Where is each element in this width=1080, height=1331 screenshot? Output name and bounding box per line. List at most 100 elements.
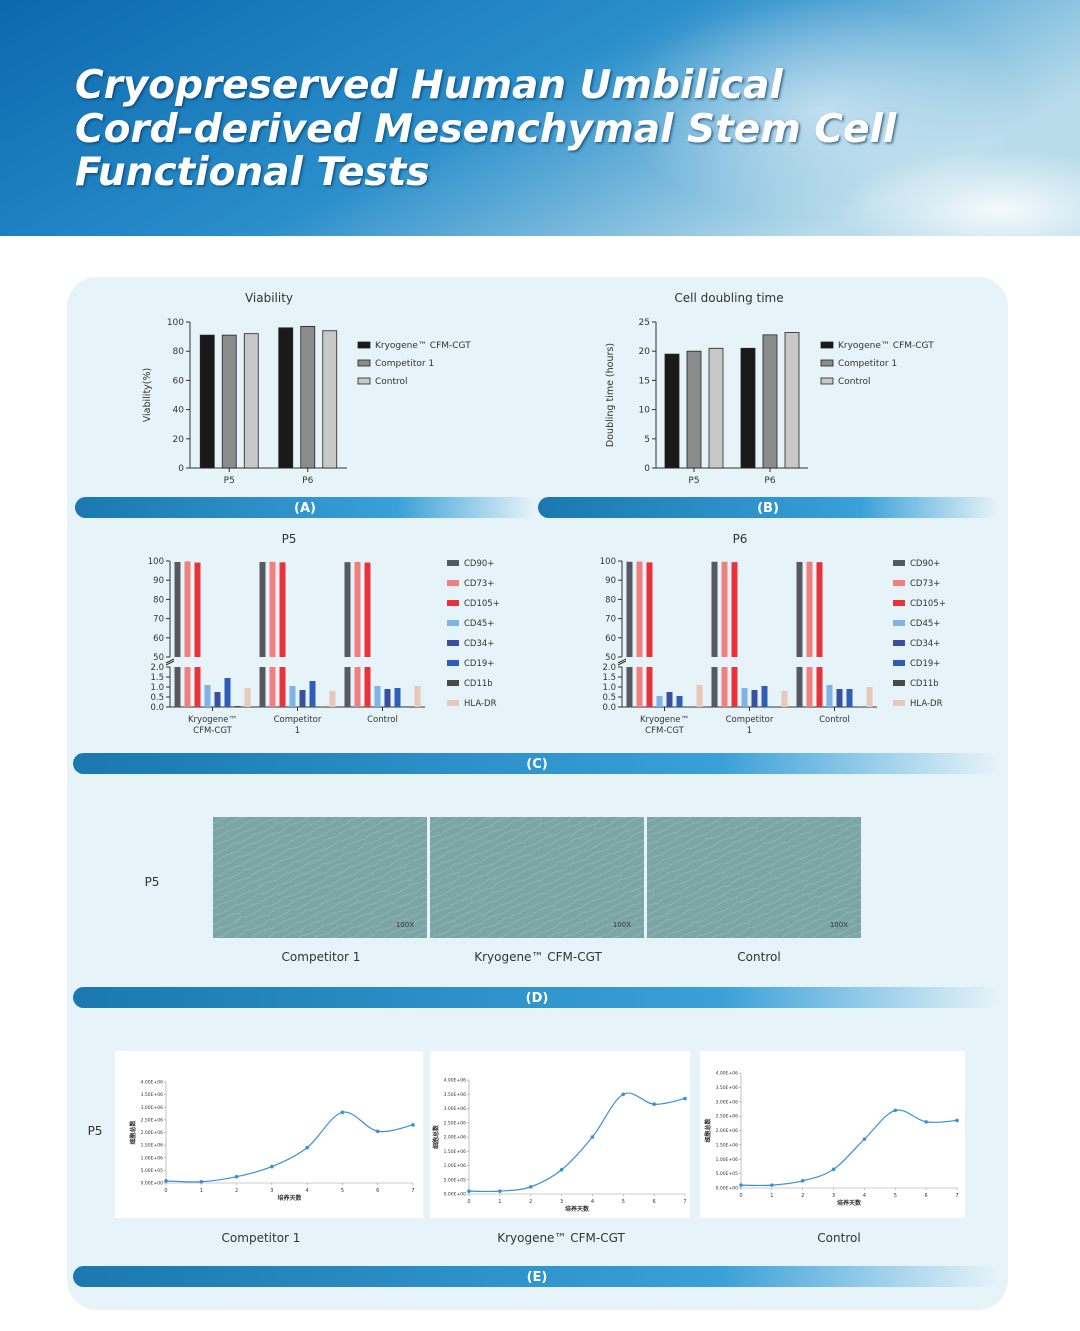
y-tick-label: 100 [600, 557, 616, 567]
y-tick-label: 3.50E+06 [141, 1092, 163, 1098]
x-tick-label: Kryogene™ CFM-CGT [640, 715, 689, 736]
y-axis-label: Viability(%) [142, 368, 153, 423]
y-tick-label: 100 [167, 318, 184, 328]
data-point [831, 1167, 836, 1172]
chart-panel [115, 1051, 423, 1218]
panel-bar [73, 753, 998, 774]
chart-panel [430, 1051, 690, 1218]
bar [194, 562, 201, 707]
legend-swatch [820, 341, 834, 349]
legend-swatch [447, 640, 459, 646]
y-tick-label: 70 [153, 615, 164, 625]
x-tick-label: Control [367, 715, 398, 725]
y-tick-label: 20 [639, 347, 651, 357]
bar-segment [731, 667, 738, 707]
panel-bar [73, 1266, 998, 1287]
chart-title: Cell doubling time [674, 291, 783, 305]
bar-segment [269, 561, 276, 657]
data-point [739, 1183, 743, 1187]
y-tick-label: 3.50E+06 [444, 1092, 466, 1098]
x-tick-label: 2 [801, 1193, 804, 1199]
y-tick-label: 5 [644, 435, 650, 445]
panel-label: (A) [294, 501, 316, 516]
legend-label: CD19+ [910, 659, 940, 669]
legend-label: CD34+ [464, 639, 494, 649]
y-tick-label: 25 [639, 318, 650, 328]
bar [676, 696, 683, 707]
bar [866, 687, 873, 707]
data-point [199, 1179, 204, 1184]
y-tick-label: 100 [148, 557, 164, 567]
bar [374, 686, 381, 707]
bar-segment [354, 667, 361, 707]
bar [344, 562, 351, 707]
panel-label: (B) [757, 501, 779, 516]
bar [740, 347, 756, 469]
data-point [652, 1102, 656, 1107]
bar-segment [364, 667, 371, 707]
x-tick-label: 3 [270, 1188, 273, 1194]
chart-title: P5 [282, 532, 297, 546]
y-tick-label: 0.00E+00 [716, 1186, 738, 1192]
x-tick-label: 2 [235, 1188, 238, 1194]
bar [214, 692, 221, 707]
y-tick-label: 0 [178, 464, 184, 474]
x-tick-label: 1 [498, 1199, 501, 1205]
bar [414, 686, 421, 707]
legend-swatch [447, 680, 459, 686]
x-tick-label: 5 [622, 1199, 625, 1205]
y-tick-label: 1.5 [150, 673, 164, 683]
bar-segment [636, 561, 643, 657]
bar-segment [344, 562, 351, 657]
y-tick-label: 80 [605, 595, 616, 605]
y-tick-label: 90 [605, 576, 616, 586]
bar-segment [646, 562, 653, 657]
legend-label: CD45+ [464, 619, 494, 629]
bar-segment [721, 667, 728, 707]
x-tick-label: 7 [955, 1193, 958, 1199]
bar [711, 561, 718, 707]
bar [234, 706, 241, 707]
y-tick-label: 4.00E+06 [716, 1071, 738, 1077]
legend-label: Competitor 1 [375, 359, 434, 369]
data-point [924, 1120, 928, 1124]
growth-line [740, 1109, 958, 1187]
y-axis-label: 细胞总数 [432, 1124, 440, 1149]
caption: Kryogene™ CFM-CGT [497, 1231, 625, 1245]
bar-segment [354, 561, 361, 657]
y-tick-label: 1.0 [602, 683, 616, 693]
legend-swatch [357, 377, 371, 385]
bar-segment [796, 667, 803, 707]
legend-label: CD11b [464, 679, 493, 689]
y-tick-label: 80 [173, 347, 185, 357]
legend-swatch [893, 560, 905, 566]
bar [289, 686, 296, 707]
bar-segment [721, 561, 728, 657]
y-tick-label: 80 [153, 595, 164, 605]
bar [199, 334, 215, 469]
bar [322, 330, 338, 469]
x-tick-label: 1 [200, 1188, 203, 1194]
bar [299, 690, 306, 707]
legend-label: CD19+ [464, 659, 494, 669]
bar [796, 561, 803, 707]
y-tick-label: 20 [173, 435, 185, 445]
y-tick-label: 3.00E+06 [141, 1105, 163, 1111]
x-tick-label: 2 [529, 1199, 532, 1205]
panel-bar [73, 987, 998, 1008]
bar-segment [806, 667, 813, 707]
panel-label: (E) [527, 1270, 548, 1285]
y-tick-label: 50 [605, 653, 616, 663]
legend-label: Kryogene™ CFM-CGT [375, 341, 471, 351]
x-tick-label: Kryogene™ CFM-CGT [188, 715, 237, 736]
bar-segment [174, 561, 181, 657]
x-tick-label: Competitor 1 [274, 715, 322, 736]
data-point [621, 1092, 626, 1097]
bar [696, 685, 703, 707]
bar [184, 561, 191, 707]
y-tick-label: 1.5 [602, 673, 616, 683]
bar [762, 334, 778, 469]
bar-segment [279, 667, 286, 707]
bar-segment [279, 562, 286, 657]
panel-bar [75, 497, 535, 518]
